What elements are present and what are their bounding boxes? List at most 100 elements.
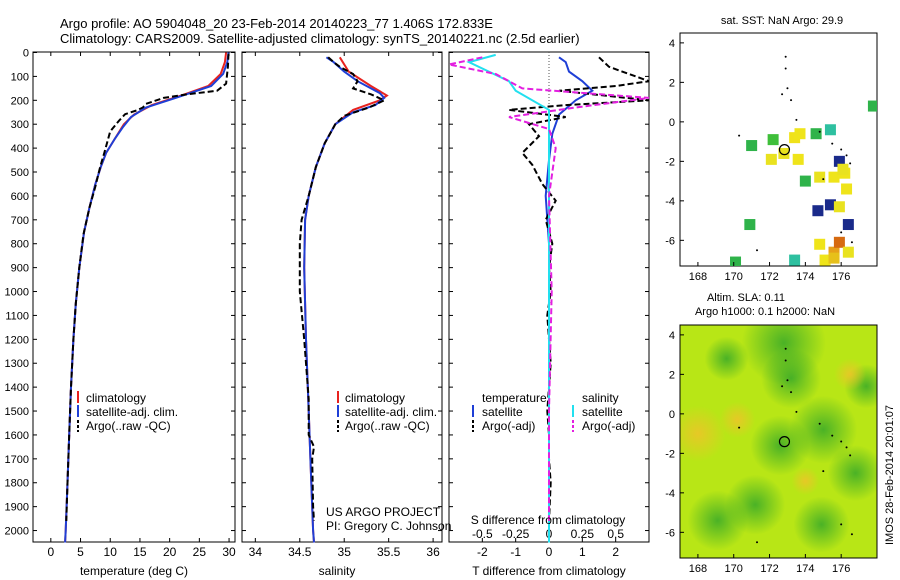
series-line-climatology	[303, 56, 389, 543]
sla-map-title2: Argo h1000: 0.1 h2000: NaN	[695, 306, 835, 318]
sst-pixel	[778, 147, 790, 159]
figure-title-line1: Argo profile: AO 5904048_20 23-Feb-2014 …	[60, 16, 493, 31]
depth-axis: 0 100 200 300 400 500 600 700 800 900 1000 1100 1200…	[5, 48, 29, 538]
island-dot	[840, 523, 843, 526]
x-tick-label: 20	[163, 545, 177, 559]
map-y-tick-label: 0	[669, 117, 675, 129]
island-dot	[756, 249, 759, 252]
depth-tick-label: 1800	[5, 478, 29, 490]
island-dot	[795, 410, 798, 413]
legend-sal-argo: Argo(-adj)	[582, 419, 635, 433]
map-x-tick-label: 170	[725, 563, 743, 575]
sst-pixel	[824, 124, 836, 136]
island-dot	[818, 130, 821, 133]
salinity-legend-argo: Argo(..raw -QC)	[345, 419, 430, 433]
island-dot	[784, 359, 787, 362]
x-tick-label: 34.5	[288, 545, 312, 559]
island-dot	[822, 178, 825, 181]
difference-series-salinity-satellite	[466, 53, 550, 543]
x-tick-label: -2	[477, 545, 488, 559]
x-tick-label: 2	[612, 545, 619, 559]
island-dot	[738, 426, 741, 429]
island-dot	[790, 99, 793, 102]
s-difference-xlabel: S difference from climatology	[471, 513, 626, 527]
sst-pixel	[833, 236, 845, 248]
salinity-plot: 34 34.5 35 35.5 36	[242, 52, 442, 559]
depth-tick-label: 1100	[5, 310, 29, 322]
sla-field-blob	[761, 348, 822, 409]
sla-map-frame	[679, 324, 878, 559]
x-tick-label: -1	[510, 545, 521, 559]
depth-tick-label: 1500	[5, 406, 29, 418]
salinity-legend-satellite: satellite-adj. clim.	[345, 405, 437, 419]
island-dot	[849, 162, 852, 165]
sla-field-blob	[834, 358, 867, 391]
map-x-tick-label: 168	[689, 563, 707, 575]
map-y-tick-label: -2	[665, 448, 675, 460]
sla-field-blob	[704, 336, 749, 381]
sst-pixel	[746, 140, 758, 152]
depth-tick-label: 1900	[5, 502, 29, 514]
sst-pixel	[842, 246, 854, 258]
temperature-legend-argo: Argo(..raw -QC)	[86, 419, 171, 433]
map-y-tick-label: -4	[665, 488, 675, 500]
island-dot	[738, 134, 741, 137]
difference-series-temperature-argo-adj-	[508, 56, 650, 522]
sla-field-blob	[680, 405, 726, 462]
depth-tick-label: 1000	[5, 287, 29, 299]
temperature-panel-frame	[32, 51, 236, 543]
island-dot	[781, 93, 784, 96]
series-line-argo-raw-qc-	[65, 53, 230, 522]
depth-tick-label: 2000	[5, 526, 29, 538]
sst-pixel	[828, 246, 840, 258]
island-dot	[786, 379, 789, 382]
series-line-satellite-adj-clim-	[64, 52, 230, 543]
depth-tick-label: 500	[11, 167, 29, 179]
legend-salinity-title: salinity	[582, 391, 619, 405]
sst-pixel	[828, 171, 840, 183]
sla-field-blob	[750, 415, 811, 476]
difference-series-salinity-argo-adj-	[448, 56, 650, 521]
t-difference-xlabel: T difference from climatology	[472, 564, 626, 578]
salinity-panel-frame	[241, 51, 443, 543]
x-tick-label: 5	[77, 545, 84, 559]
temperature-legend-climatology: climatology	[86, 391, 146, 405]
difference-plot: -2 -1 0 1 2-0.5 -0.25 0 0.25 0.5	[448, 52, 650, 559]
figure-title-line2: Climatology: CARS2009. Satellite-adjuste…	[60, 31, 580, 46]
map-y-tick-label: -2	[665, 156, 675, 168]
depth-tick-label: 1700	[5, 454, 29, 466]
sst-pixel	[810, 128, 822, 140]
map-y-tick-label: 2	[669, 369, 675, 381]
map-x-tick-label: 176	[832, 563, 850, 575]
temperature-legend: climatology satellite-adj. clim. Argo(..…	[77, 391, 178, 433]
sst-map	[730, 55, 877, 266]
sst-pixel	[819, 254, 831, 266]
s-tick-label: 0.5	[607, 527, 624, 541]
legend-temperature-title: temperature	[482, 391, 547, 405]
footer-stamp: IMOS 28-Feb-2014 20:01:07	[884, 405, 896, 545]
island-dot	[831, 434, 834, 437]
island-dot	[781, 385, 784, 388]
island-dot	[784, 55, 787, 58]
depth-tick-label: 1400	[5, 382, 29, 394]
legend-sal-satellite: satellite	[582, 405, 623, 419]
depth-tick-label: 300	[11, 119, 29, 131]
x-tick-label: 25	[193, 545, 207, 559]
s-tick-label: 0.25	[571, 527, 595, 541]
x-tick-label: 35.5	[377, 545, 401, 559]
sla-map	[680, 325, 877, 558]
island-dot	[850, 533, 853, 536]
island-dot	[822, 470, 825, 473]
sst-pixel	[814, 238, 826, 250]
sla-field-blob	[719, 401, 756, 438]
salinity-legend-climatology: climatology	[345, 391, 405, 405]
float-position-marker	[778, 436, 791, 448]
sla-field-blob	[687, 490, 748, 551]
x-tick-label: 15	[133, 545, 147, 559]
map-x-tick-label: 174	[796, 563, 814, 575]
difference-legend: temperature salinity satellite satellite…	[472, 391, 635, 433]
series-line-satellite-adj-clim-	[303, 56, 386, 543]
island-dot	[845, 446, 848, 449]
depth-tick-label: 700	[11, 215, 29, 227]
